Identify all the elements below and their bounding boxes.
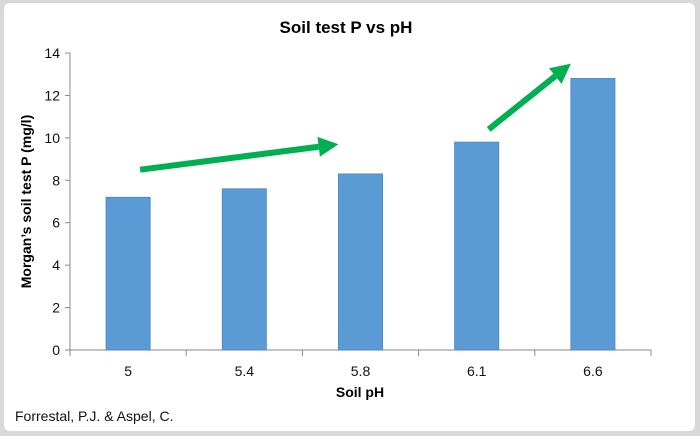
x-axis-ticks: 5 5.4 5.8 6.1 6.6 — [69, 350, 652, 379]
x-tick-label: 5 — [124, 363, 132, 379]
x-tick-label: 5.8 — [351, 363, 371, 379]
y-tick-label: 6 — [52, 215, 60, 231]
chart: Soil test P vs pH 0 2 4 6 8 10 12 14 5 5.4 5.8 6.1… — [15, 18, 652, 424]
y-tick-label: 14 — [44, 45, 60, 61]
bar-6.6 — [570, 78, 616, 351]
x-tick-label: 6.1 — [467, 363, 487, 379]
y-tick-label: 0 — [52, 342, 60, 358]
y-tick-label: 8 — [52, 172, 60, 188]
y-tick-label: 12 — [44, 87, 60, 103]
y-tick-label: 10 — [44, 130, 60, 146]
bar-5 — [105, 196, 151, 351]
source-credit: Forrestal, P.J. & Aspel, C. — [15, 408, 173, 424]
y-tick-label: 2 — [52, 300, 60, 316]
trend-arrows — [139, 63, 571, 173]
x-tick-label: 5.4 — [235, 363, 255, 379]
y-axis-label: Morgan’s soil test P (mg/l) — [18, 115, 34, 288]
chart-title: Soil test P vs pH — [280, 18, 413, 37]
trend-arrow-shaft — [139, 143, 320, 173]
bar-5.8 — [338, 173, 383, 351]
bar-5.4 — [221, 188, 267, 351]
chart-card: Soil test P vs pH 0 2 4 6 8 10 12 14 5 5.4 5.8 6.1… — [4, 3, 695, 431]
bar-6.1 — [454, 141, 500, 351]
trend-arrow-head — [549, 63, 571, 84]
x-axis-label: Soil pH — [336, 384, 384, 400]
y-tick-label: 4 — [52, 257, 60, 273]
trend-arrow-shaft — [486, 73, 558, 132]
trend-arrow-head — [317, 136, 339, 157]
bars — [105, 78, 616, 351]
x-tick-label: 6.6 — [583, 363, 603, 379]
y-axis-ticks: 0 2 4 6 8 10 12 14 — [44, 45, 70, 358]
